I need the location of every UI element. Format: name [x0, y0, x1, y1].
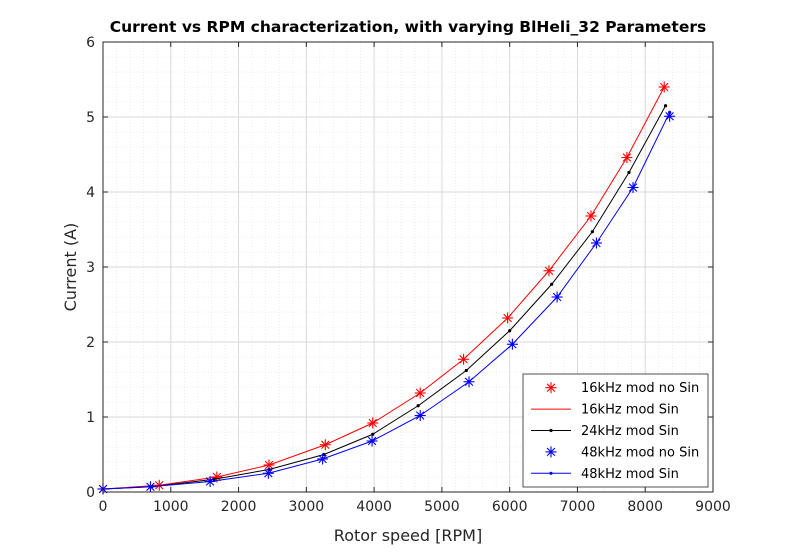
x-tick-label: 7000: [560, 499, 596, 515]
data-point: [371, 432, 375, 436]
y-tick-label: 1: [86, 410, 95, 426]
data-point: [322, 452, 326, 457]
data-point: [555, 295, 559, 299]
data-point: [464, 368, 468, 373]
x-tick-label: 5000: [424, 499, 460, 515]
legend-entry: 48kHz mod Sin: [531, 467, 679, 482]
legend: 16kHz mod no Sin 16kHz mod Sin 24kHz mod S…: [522, 373, 709, 488]
legend-entry: 16kHz mod no Sin: [545, 381, 699, 396]
x-tick-label: 9000: [695, 499, 731, 515]
legend-label: 48kHz mod Sin: [581, 467, 679, 482]
x-axis-ticks: 0 1000 2000 3000 4000 5000 6000 7000 8000 9000: [99, 42, 731, 515]
data-point: [668, 110, 672, 115]
data-point: [266, 471, 270, 475]
data-point: [208, 479, 212, 484]
data-point: [416, 404, 420, 408]
series-2: [101, 104, 668, 491]
data-point: [510, 342, 514, 346]
data-point: [627, 170, 631, 175]
y-tick-label: 0: [86, 485, 95, 501]
series-1: [102, 86, 665, 490]
data-point: [418, 413, 422, 418]
legend-marker: [549, 471, 553, 475]
x-tick-label: 2000: [221, 499, 257, 515]
y-tick-label: 6: [86, 35, 95, 51]
x-tick-label: 6000: [492, 499, 528, 515]
y-tick-label: 2: [86, 335, 95, 351]
legend-label: 16kHz mod Sin: [581, 403, 679, 418]
x-tick-label: 3000: [289, 499, 325, 515]
legend-label: 16kHz mod no Sin: [581, 381, 699, 396]
legend-marker: [545, 382, 557, 394]
y-axis-label: Current (A): [61, 223, 80, 312]
y-tick-label: 4: [86, 185, 95, 201]
legend-entry: 48kHz mod no Sin: [545, 445, 699, 460]
y-tick-label: 3: [86, 260, 95, 276]
x-tick-label: 1000: [153, 499, 189, 515]
series-4: [101, 110, 672, 491]
data-point: [370, 439, 374, 443]
legend-entry: 24kHz mod Sin: [531, 424, 679, 439]
data-point: [550, 282, 554, 286]
data-point: [508, 329, 512, 333]
chart-title: Current vs RPM characterization, with va…: [110, 18, 706, 36]
data-point: [663, 104, 668, 108]
data-point: [590, 230, 594, 234]
y-axis-ticks: 0 1 2 3 4 5 6: [86, 35, 713, 501]
x-axis-label: Rotor speed [RPM]: [334, 526, 482, 545]
x-tick-label: 8000: [627, 499, 663, 515]
legend-marker: [549, 428, 553, 433]
x-tick-label: 0: [99, 499, 108, 515]
data-point: [467, 380, 471, 384]
data-point: [321, 457, 325, 461]
x-tick-label: 4000: [356, 499, 392, 515]
legend-entry: 16kHz mod Sin: [531, 403, 679, 418]
y-tick-label: 5: [86, 110, 95, 126]
data-point: [594, 241, 599, 245]
series-line: [102, 86, 665, 490]
series-layer: [97, 81, 676, 495]
legend-marker: [545, 446, 557, 458]
legend-label: 24kHz mod Sin: [581, 424, 679, 439]
data-point: [148, 485, 153, 489]
legend-label: 48kHz mod no Sin: [581, 445, 699, 460]
data-point: [631, 185, 635, 190]
